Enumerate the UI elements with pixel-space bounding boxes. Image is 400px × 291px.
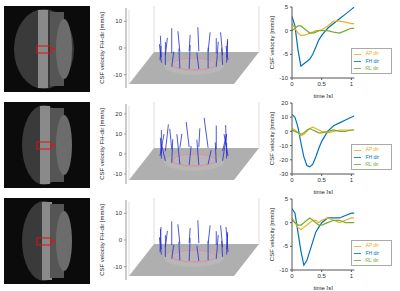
html-text:RL dir: RL dir	[365, 256, 379, 263]
html-text:FH dir: FH dir	[365, 57, 379, 64]
html-text:RL dir: RL dir	[365, 160, 379, 167]
svg-text:20: 20	[281, 100, 288, 106]
svg-text:time [s]: time [s]	[314, 93, 334, 98]
svg-text:10: 10	[115, 18, 122, 24]
svg-text:0: 0	[290, 273, 294, 279]
svg-text:CSF velocity FH-dir [mm/s]: CSF velocity FH-dir [mm/s]	[99, 204, 105, 276]
svg-text:CSF velocity [mm/s]: CSF velocity [mm/s]	[269, 208, 275, 262]
svg-text:CSF velocity [mm/s]: CSF velocity [mm/s]	[269, 112, 275, 166]
html-text:AP dir: AP dir	[365, 50, 379, 57]
html-text:FH dir: FH dir	[365, 249, 379, 256]
html-text:AP dir: AP dir	[365, 242, 379, 249]
svg-text:0: 0	[290, 177, 294, 183]
svg-text:CSF velocity [mm/s]: CSF velocity [mm/s]	[269, 16, 275, 70]
html-text:AP dir: AP dir	[365, 146, 379, 153]
svg-text:0: 0	[119, 151, 123, 157]
svg-text:0: 0	[285, 28, 289, 34]
svg-text:0: 0	[119, 237, 123, 243]
svg-text:10: 10	[115, 210, 122, 216]
svg-text:0: 0	[285, 129, 289, 135]
svg-text:0: 0	[119, 45, 123, 51]
svg-text:0: 0	[285, 220, 289, 226]
html-text:FH dir: FH dir	[365, 153, 379, 160]
svg-text:-10: -10	[279, 75, 288, 81]
svg-text:1: 1	[350, 273, 354, 279]
svg-text:5: 5	[285, 4, 289, 10]
svg-text:CSF velocity FH-dir [mm/s]: CSF velocity FH-dir [mm/s]	[99, 12, 105, 84]
svg-text:-10: -10	[279, 143, 288, 149]
svg-text:CSF velocity FH-dir [mm/s]: CSF velocity FH-dir [mm/s]	[99, 108, 105, 180]
svg-text:-10: -10	[113, 264, 122, 270]
svg-text:-30: -30	[279, 171, 288, 177]
svg-text:-10: -10	[113, 72, 122, 78]
svg-text:0.5: 0.5	[318, 177, 327, 183]
svg-text:10: 10	[281, 114, 288, 120]
svg-text:1: 1	[350, 177, 354, 183]
svg-text:0.5: 0.5	[318, 273, 327, 279]
svg-text:5: 5	[285, 196, 289, 202]
svg-text:20: 20	[115, 111, 122, 117]
svg-text:1: 1	[350, 81, 354, 87]
svg-text:-5: -5	[283, 243, 289, 249]
svg-text:-10: -10	[113, 171, 122, 177]
svg-text:-10: -10	[279, 267, 288, 273]
html-text:RL dir: RL dir	[365, 64, 379, 71]
svg-text:-5: -5	[283, 51, 289, 57]
svg-text:time [s]: time [s]	[314, 189, 334, 194]
svg-text:0: 0	[290, 81, 294, 87]
svg-text:0.5: 0.5	[318, 81, 327, 87]
svg-text:time [s]: time [s]	[314, 285, 334, 290]
svg-text:-20: -20	[279, 157, 288, 163]
svg-text:10: 10	[115, 131, 122, 137]
